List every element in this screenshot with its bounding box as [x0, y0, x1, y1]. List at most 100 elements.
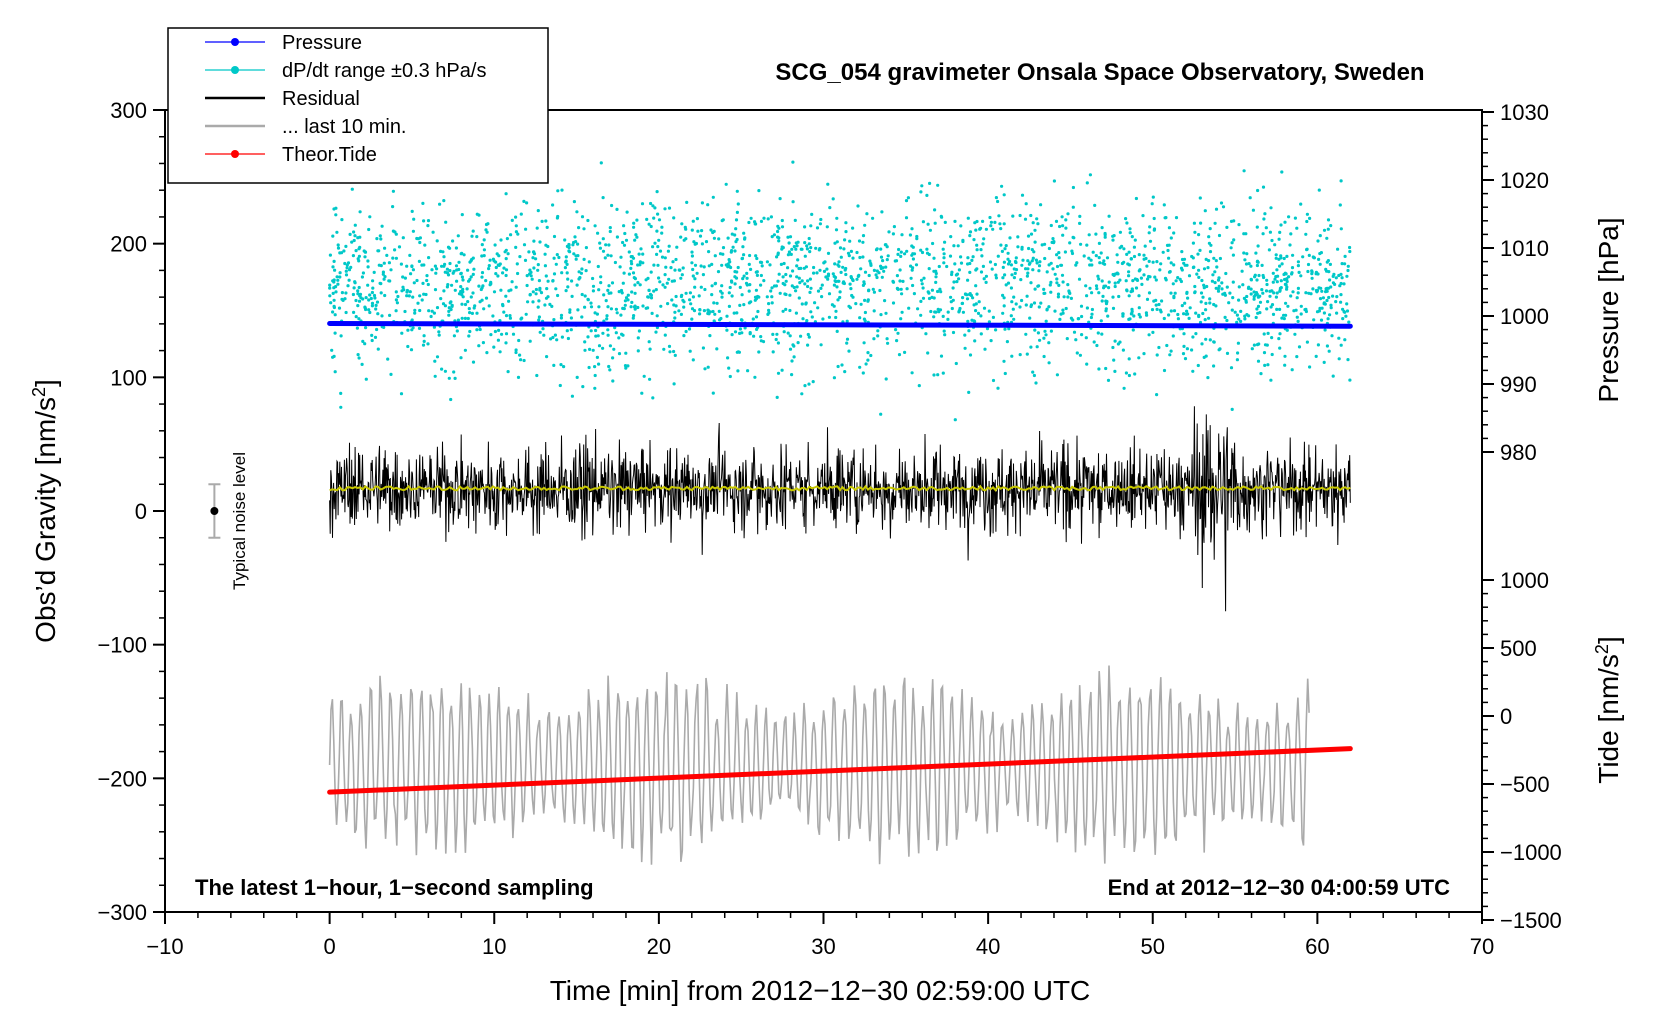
dpdt-point — [1249, 292, 1253, 296]
dpdt-point — [1278, 307, 1282, 311]
dpdt-point — [1044, 333, 1048, 337]
dpdt-point — [1243, 317, 1247, 321]
dpdt-point — [965, 297, 970, 301]
dpdt-point — [471, 291, 475, 295]
dpdt-point — [843, 268, 847, 272]
dpdt-point — [1214, 286, 1218, 290]
dpdt-point — [1194, 332, 1198, 336]
dpdt-point — [910, 371, 914, 375]
dpdt-point — [356, 304, 360, 308]
dpdt-point — [494, 260, 498, 264]
dpdt-point — [1308, 216, 1312, 220]
dpdt-point — [546, 279, 550, 283]
dpdt-point — [388, 279, 392, 283]
dpdt-point — [1295, 315, 1299, 319]
dpdt-point — [948, 254, 953, 258]
dpdt-point — [366, 283, 370, 287]
dpdt-point — [989, 220, 994, 224]
dpdt-point — [587, 260, 591, 264]
dpdt-point — [381, 272, 385, 276]
dpdt-point — [727, 258, 731, 262]
dpdt-point — [679, 276, 683, 280]
dpdt-point — [1166, 248, 1170, 253]
dpdt-point — [410, 264, 414, 269]
dpdt-point — [765, 295, 769, 299]
dpdt-point — [441, 250, 445, 254]
dpdt-point — [688, 349, 692, 353]
dpdt-point — [788, 274, 793, 278]
dpdt-point — [1204, 337, 1208, 341]
dpdt-point — [482, 307, 486, 311]
dpdt-point — [1275, 268, 1279, 272]
dpdt-point — [615, 235, 620, 239]
dpdt-point — [435, 355, 440, 359]
dpdt-point — [564, 289, 568, 293]
dpdt-point — [333, 331, 337, 335]
dpdt-point — [635, 218, 639, 222]
dpdt-point — [1287, 275, 1291, 279]
dpdt-point — [426, 224, 430, 228]
dpdt-point — [489, 333, 493, 337]
dpdt-point — [979, 270, 984, 274]
dpdt-point — [1131, 328, 1135, 332]
dpdt-point — [652, 263, 656, 267]
dpdt-point — [1006, 262, 1011, 266]
dpdt-point — [1016, 235, 1020, 239]
dpdt-point — [1032, 301, 1037, 305]
dpdt-point — [510, 280, 514, 284]
dpdt-point — [591, 348, 595, 352]
dpdt-point — [1290, 368, 1294, 372]
dpdt-point — [1055, 264, 1060, 269]
dpdt-point — [896, 287, 900, 291]
dpdt-point — [968, 234, 972, 238]
dpdt-point — [1138, 315, 1142, 319]
dpdt-point — [485, 351, 489, 355]
dpdt-point — [537, 315, 542, 319]
dpdt-point — [357, 254, 361, 258]
dpdt-point — [1079, 242, 1083, 246]
dpdt-point — [447, 376, 451, 380]
dpdt-point — [751, 317, 755, 321]
dpdt-point — [471, 229, 475, 233]
dpdt-point — [1042, 354, 1046, 359]
dpdt-point — [1184, 312, 1188, 316]
dpdt-point — [1266, 300, 1270, 304]
dpdt-point — [1020, 298, 1024, 303]
dpdt-point — [376, 249, 380, 253]
dpdt-point — [1283, 363, 1287, 367]
dpdt-point — [1304, 307, 1308, 311]
dpdt-point — [789, 252, 793, 256]
dpdt-point — [423, 243, 427, 247]
dpdt-point — [1089, 315, 1093, 320]
dpdt-point — [966, 256, 970, 260]
dpdt-point — [1221, 205, 1226, 209]
dpdt-point — [667, 244, 671, 248]
dpdt-point — [982, 306, 987, 310]
dpdt-point — [1085, 243, 1089, 247]
dpdt-point — [1122, 386, 1126, 390]
dpdt-point — [806, 279, 810, 283]
dpdt-point — [376, 347, 380, 351]
dpdt-point — [601, 346, 605, 350]
dpdt-point — [519, 358, 523, 362]
dpdt-point — [1034, 258, 1038, 262]
dpdt-point — [994, 273, 998, 277]
dpdt-point — [641, 252, 645, 256]
dpdt-point — [1320, 289, 1324, 293]
dpdt-point — [610, 281, 615, 285]
dpdt-point — [866, 299, 870, 303]
dpdt-point — [417, 259, 421, 263]
dpdt-point — [1033, 240, 1037, 244]
dpdt-point — [655, 229, 659, 233]
dpdt-point — [1277, 237, 1281, 241]
dpdt-point — [715, 301, 719, 305]
dpdt-point — [1193, 291, 1197, 295]
dpdt-point — [1152, 227, 1157, 231]
dpdt-point — [895, 339, 899, 343]
dpdt-point — [673, 353, 677, 357]
dpdt-point — [466, 316, 470, 321]
dpdt-point — [749, 216, 753, 220]
dpdt-point — [854, 302, 858, 306]
dpdt-point — [434, 271, 438, 275]
dpdt-point — [1203, 209, 1207, 213]
